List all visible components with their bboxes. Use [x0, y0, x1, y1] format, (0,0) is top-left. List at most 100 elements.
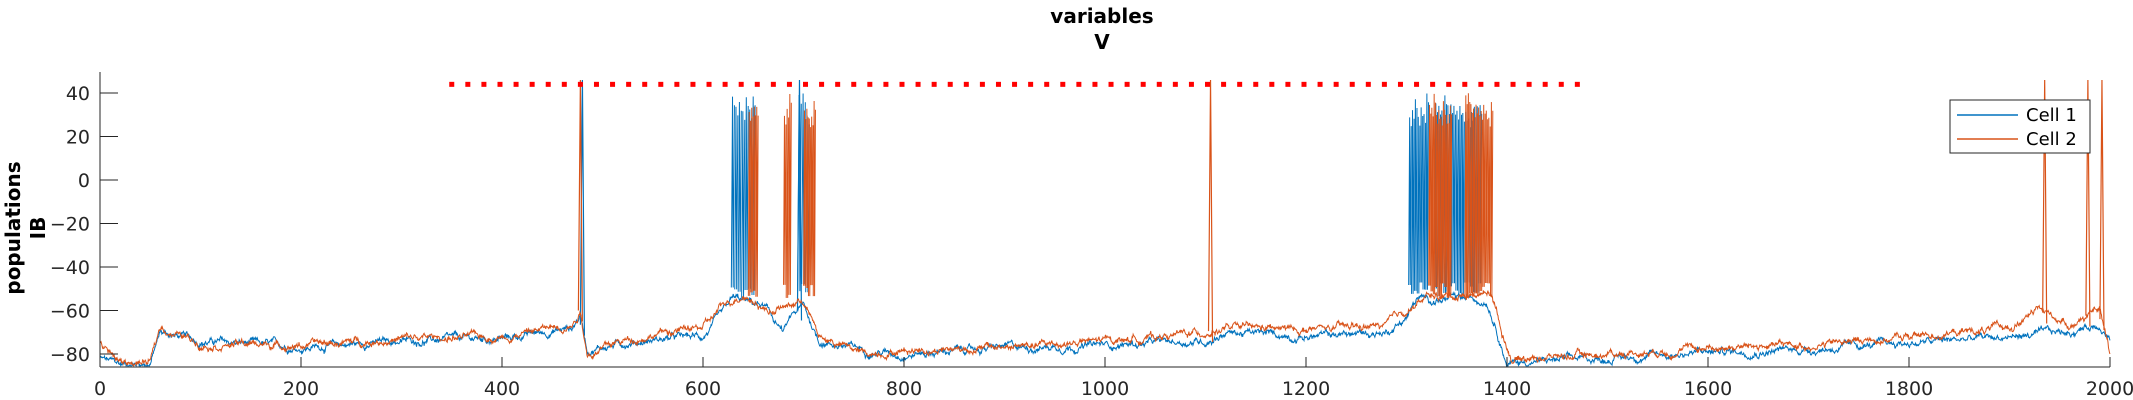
marker-dot	[1044, 81, 1050, 87]
marker-dot	[1333, 81, 1339, 87]
marker-dot	[1446, 81, 1452, 87]
marker-dot	[545, 81, 551, 87]
x-tick-label: 800	[886, 378, 922, 400]
marker-dot	[1076, 81, 1082, 87]
x-tick-label: 0	[94, 378, 106, 400]
series-2-spike	[2099, 79, 2105, 331]
series-2-burst-spike	[1439, 116, 1443, 298]
marker-dot	[786, 81, 792, 87]
marker-dot	[1478, 81, 1484, 87]
marker-dot	[1574, 81, 1580, 87]
y-tick-label: −60	[50, 300, 90, 322]
marker-dot	[1381, 81, 1387, 87]
series-2	[99, 79, 2111, 367]
marker-dot	[1558, 81, 1564, 87]
series-1-burst-spike	[1455, 110, 1460, 291]
series-2-burst-spike	[1487, 117, 1491, 284]
series-2-burst-spike	[750, 107, 754, 293]
marker-dot	[851, 81, 857, 87]
marker-dot	[1349, 81, 1355, 87]
series-1-burst-spike	[744, 97, 749, 290]
series-2-spike	[2085, 79, 2091, 327]
legend-label-cell-1: Cell 1	[2026, 105, 2077, 126]
marker-dot	[915, 81, 921, 87]
marker-dot	[1285, 81, 1291, 87]
series-1	[99, 79, 2111, 368]
marker-dot	[690, 81, 696, 87]
y-axis-label: populations IB	[1, 161, 50, 294]
series-2-burst-spike	[1477, 107, 1481, 296]
marker-dot	[803, 81, 809, 87]
series-2-burst-spike	[812, 101, 816, 297]
marker-dot	[947, 81, 953, 87]
series-2-burst-spike	[1449, 105, 1453, 296]
title-line-1: variables	[1050, 4, 1153, 28]
marker-dot	[867, 81, 873, 87]
marker-dot	[610, 81, 616, 87]
marker-dot	[1108, 81, 1114, 87]
series-2-burst-spike	[785, 108, 790, 298]
x-tick-label: 1600	[1684, 378, 1732, 400]
y-tick-label: −20	[50, 214, 90, 236]
series-2-burst-spike	[788, 94, 792, 295]
marker-dot	[770, 81, 776, 87]
marker-dot	[658, 81, 664, 87]
marker-dot	[626, 81, 632, 87]
series-2-trace	[99, 290, 2111, 367]
x-tick-label: 600	[685, 378, 721, 400]
series-1-burst-spike	[1408, 117, 1412, 285]
marker-dot	[1205, 81, 1211, 87]
marker-dot	[642, 81, 648, 87]
series-2-burst-spike	[1490, 102, 1494, 297]
marker-dot	[465, 81, 471, 87]
series-1-burst-spike	[1422, 114, 1427, 290]
x-tick-label: 1000	[1081, 378, 1129, 400]
marker-dot	[899, 81, 905, 87]
series-1-burst-spike	[1452, 105, 1457, 284]
series-1-burst-spike	[737, 102, 742, 292]
marker-dot	[1092, 81, 1098, 87]
x-tick-label: 1200	[1282, 378, 1330, 400]
x-tick-label: 200	[283, 378, 319, 400]
series-2-spike	[577, 79, 583, 322]
marker-dot	[1397, 81, 1403, 87]
marker-dot	[706, 81, 712, 87]
marker-dot	[1028, 81, 1034, 87]
marker-dot	[1269, 81, 1275, 87]
marker-dot	[593, 81, 599, 87]
series-2-burst-spike	[807, 118, 812, 297]
marker-dot	[1253, 81, 1259, 87]
marker-dot	[738, 81, 744, 87]
series-2-burst-spike	[1442, 101, 1446, 284]
marker-dot	[1301, 81, 1307, 87]
marker-dot	[577, 81, 583, 87]
marker-dot	[1462, 81, 1468, 87]
marker-dot	[995, 81, 1001, 87]
ylabel-line-1: populations	[1, 161, 25, 294]
series-2-burst-spike	[1430, 107, 1434, 292]
marker-dot	[449, 81, 455, 87]
marker-dot	[674, 81, 680, 87]
marker-dot	[1172, 81, 1178, 87]
marker-dot	[529, 81, 535, 87]
title-line-2: V	[1094, 30, 1110, 54]
marker-dot	[963, 81, 969, 87]
series-1-spike	[796, 79, 803, 321]
x-tick-label: 400	[484, 378, 520, 400]
series-1-burst-spike	[1461, 112, 1465, 295]
series-1-burst-spike	[1425, 93, 1429, 290]
legend-label-cell-2: Cell 2	[2026, 129, 2077, 150]
series-layer	[99, 79, 2111, 368]
series-2-burst-spike	[1435, 115, 1439, 287]
legend-box	[1949, 99, 2091, 154]
marker-dot	[513, 81, 519, 87]
series-1-burst-spike	[1416, 116, 1421, 294]
marker-dot	[835, 81, 841, 87]
marker-dot	[1317, 81, 1323, 87]
series-1-burst-spike	[1458, 106, 1462, 294]
marker-dot	[1526, 81, 1532, 87]
plot-title: variables V	[1050, 4, 1153, 54]
y-tick-label: −40	[50, 257, 90, 279]
marker-row	[449, 81, 1580, 87]
